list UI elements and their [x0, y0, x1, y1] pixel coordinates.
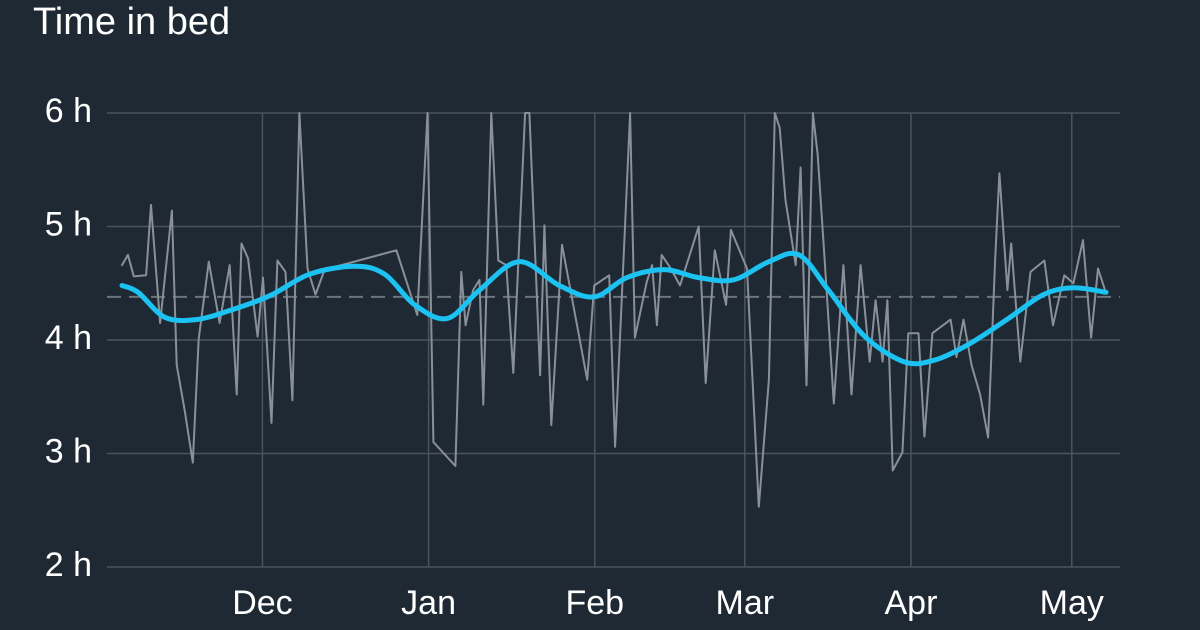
y-tick-label: 3 h: [45, 432, 92, 470]
x-tick-label: Feb: [565, 584, 624, 622]
x-tick-label: Mar: [716, 584, 775, 622]
y-tick-label: 2 h: [45, 546, 92, 584]
trend-line: [119, 250, 1109, 367]
y-tick-label: 5 h: [45, 205, 92, 243]
x-tick-label: May: [1040, 584, 1104, 622]
chart-title: Time in bed: [33, 1, 230, 43]
x-tick-label: Dec: [232, 584, 292, 622]
x-tick-label: Jan: [401, 584, 456, 622]
x-tick-label: Apr: [885, 584, 938, 622]
y-tick-label: 4 h: [45, 319, 92, 357]
y-tick-label: 6 h: [45, 92, 92, 130]
